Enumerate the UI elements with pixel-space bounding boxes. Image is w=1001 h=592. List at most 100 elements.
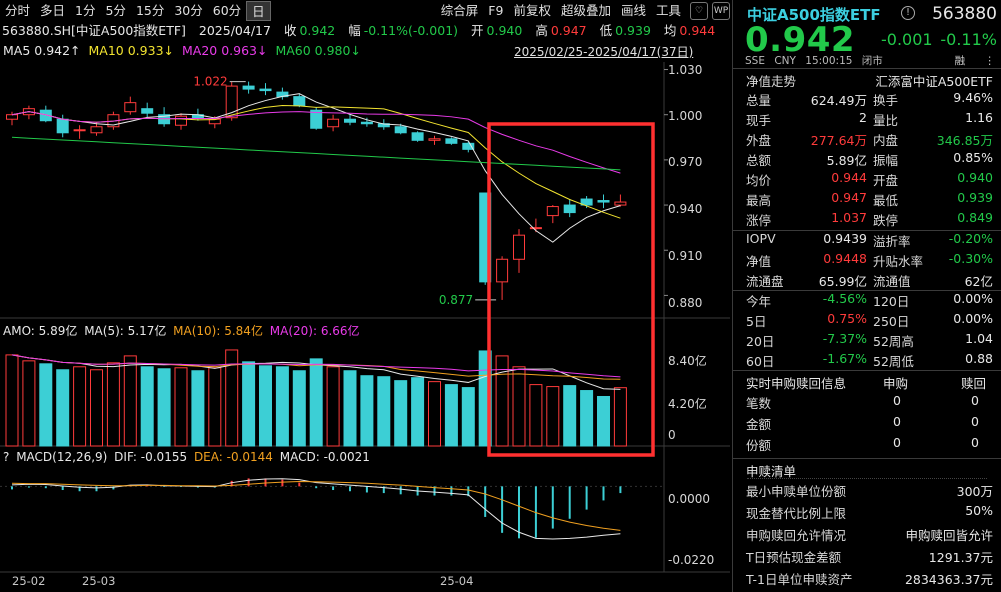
candle-body (563, 204, 576, 214)
stat-value: 0.85% (953, 150, 993, 165)
quote-info-line: 563880.SH[中证A500指数ETF] 2025/04/17 收 0.942… (2, 22, 730, 40)
volume-bar (73, 366, 87, 447)
more-icon[interactable]: ⋮ (984, 55, 996, 67)
volume-bar (461, 387, 475, 447)
candle-body (73, 129, 86, 132)
candle-body (124, 102, 137, 113)
stat-row: 20日 -7.37% 52周高 1.04 (733, 331, 1001, 351)
subscription-row: 份额 0 0 (733, 435, 1001, 455)
candle-body (394, 126, 407, 134)
low-label: 低 (599, 23, 613, 38)
candle-body (360, 121, 373, 125)
candle-body (496, 258, 509, 283)
time-label: 15:00:15 (805, 55, 853, 67)
period-tab-7[interactable]: 日 (246, 1, 271, 21)
stat-value: 5.89亿 (826, 153, 867, 168)
creation-list-title: 申赎清单 (746, 464, 797, 479)
ma-line-ma60 (11, 136, 621, 171)
kline-chart[interactable]: 1.022 0.877 (0, 40, 730, 592)
subscription-header: 实时申购赎回信息 申购 赎回 (733, 373, 1001, 393)
volume-bar (377, 376, 391, 447)
avg-label: 均 (663, 23, 677, 38)
margin-tag[interactable]: 融 (954, 55, 966, 67)
tool-button-4[interactable]: 画线 (620, 3, 646, 18)
fund-company: 汇添富中证A500ETF (875, 74, 993, 89)
volume-bar (580, 390, 594, 447)
candle-body (259, 88, 272, 92)
volume-bar (174, 367, 188, 447)
amo-value: AMO: 5.89亿 (3, 324, 78, 338)
stat-key: 250日 (873, 314, 910, 329)
stat-row: 5日 0.75% 250日 0.00% (733, 311, 1001, 331)
stat-value: 62亿 (964, 274, 993, 289)
candle-body (428, 138, 441, 141)
price-tick-label: 0.970 (668, 155, 703, 169)
tool-button-5[interactable]: 工具 (655, 3, 681, 18)
stat-key: 52周高 (873, 334, 914, 349)
volume-bar (157, 368, 171, 447)
period-tab-2[interactable]: 1分 (75, 3, 96, 18)
volume-bar (597, 395, 610, 447)
candle-body (175, 115, 187, 126)
subscription-row: 金额 0 0 (733, 414, 1001, 434)
subscription-sell-value: 0 (971, 393, 979, 408)
toolbar: 分时 多日 1分 5分 15分 30分 60分日 综合屏 F9 前复权 超级叠加 画线 工具 ♡ WP (0, 0, 730, 22)
creation-value: 2834363.37元 (904, 572, 993, 587)
ma60-legend: MA60 0.980↓ (275, 43, 361, 58)
price-tick-label: 0.940 (668, 202, 703, 216)
chg-label: 幅 (348, 23, 361, 38)
volume-bar (360, 375, 374, 447)
candle-body (344, 118, 356, 123)
stat-key: 换手 (873, 93, 899, 108)
stat-key: 跌停 (873, 213, 899, 228)
creation-key: T-1日单位申赎资产 (746, 572, 853, 587)
creation-value: 50% (965, 503, 993, 518)
stat-key: 流通盘 (746, 274, 784, 289)
ma-legend: MA5 0.942↑ MA10 0.933↓ MA20 0.963↓ MA60 … (3, 43, 365, 58)
date-range[interactable]: 2025/02/25-2025/04/17(37日) (514, 45, 694, 59)
candle-body (411, 132, 424, 141)
nav-trend-row[interactable]: 净值走势 汇添富中证A500ETF (733, 71, 1001, 91)
candle-body (141, 108, 154, 114)
macd-dif: DIF: -0.0155 (114, 450, 188, 464)
tool-button-2[interactable]: 前复权 (513, 3, 551, 18)
candle-body (56, 118, 69, 134)
period-tab-4[interactable]: 15分 (135, 3, 165, 18)
stat-value: 624.49万 (810, 93, 867, 108)
period-tab-6[interactable]: 60分 (212, 3, 242, 18)
volume-bar (242, 361, 256, 447)
macd-title[interactable]: MACD(12,26,9) (16, 450, 108, 464)
period-tab-1[interactable]: 多日 (40, 3, 66, 18)
creation-list-row: 最小申赎单位份额 300万 (733, 481, 1001, 501)
volume-bar (326, 366, 340, 447)
volume-bar (39, 363, 53, 447)
info-icon[interactable]: ! (901, 6, 915, 20)
creation-list-row: 现金替代比例上限 50% (733, 503, 1001, 523)
stat-key: 流通值 (873, 274, 911, 289)
tool-button-3[interactable]: 超级叠加 (560, 3, 611, 18)
volume-bar (563, 385, 577, 447)
volume-bar (90, 369, 103, 447)
price-tick-label: 0.880 (668, 296, 703, 310)
nav-trend-label[interactable]: 净值走势 (746, 74, 797, 89)
heart-icon[interactable]: ♡ (690, 2, 708, 20)
price-tick-label: 1.000 (668, 109, 703, 123)
macd-tick-label: 0.0000 (668, 492, 710, 506)
period-tab-5[interactable]: 30分 (174, 3, 203, 18)
low-value: 0.939 (615, 23, 651, 38)
macd-dea: DEA: -0.0144 (193, 450, 273, 464)
stat-value: -7.37% (822, 331, 867, 346)
period-tab-0[interactable]: 分时 (5, 3, 31, 18)
tool-button-0[interactable]: 综合屏 (440, 3, 479, 18)
period-tab-3[interactable]: 5分 (105, 3, 126, 18)
candle-body (597, 200, 610, 203)
tool-button-1[interactable]: F9 (488, 3, 504, 18)
creation-list-row: T日预估现金差额 1291.37元 (733, 547, 1001, 567)
x-date-label: 25-02 (12, 574, 46, 588)
stat-key: IOPV (746, 231, 776, 246)
subscription-buy-value: 0 (893, 414, 901, 429)
fund-title[interactable]: 中证A500指数ETF (747, 6, 881, 24)
help-icon[interactable]: ? (3, 450, 10, 464)
volume-bar (343, 370, 357, 447)
settings-icon[interactable]: WP (712, 2, 730, 20)
